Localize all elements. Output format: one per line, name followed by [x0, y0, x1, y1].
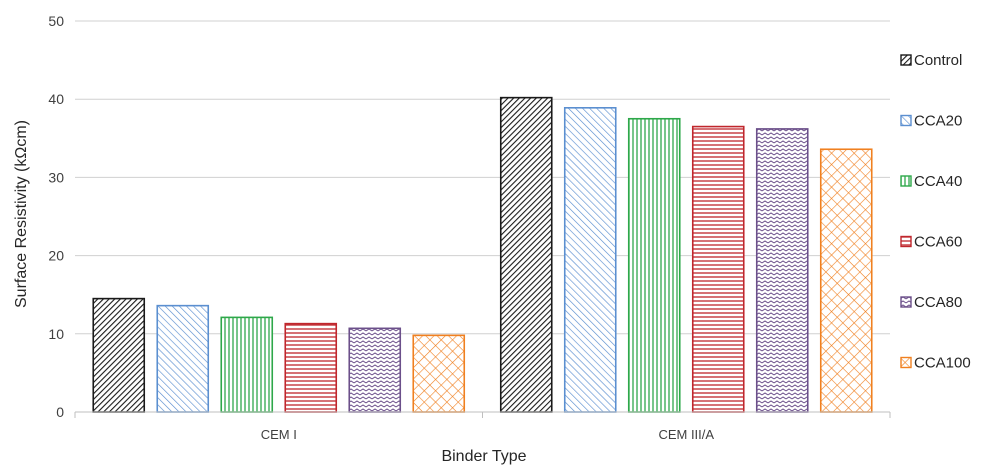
bars	[92, 96, 873, 413]
bar-cca40-1	[220, 316, 274, 413]
y-axis-ticks: 0 10 20 30 40 50	[48, 13, 64, 420]
bar-cca80-1	[348, 327, 402, 413]
legend-swatch-cca80	[900, 296, 912, 308]
x-axis-title: Binder Type	[441, 448, 526, 465]
legend-swatch-control	[900, 54, 912, 66]
legend: Control CCA20 CCA40 CCA60 CCA80 CCA100	[900, 52, 971, 372]
gridlines	[75, 20, 890, 335]
legend-swatch-cca40	[900, 175, 912, 187]
y-tick-label: 10	[48, 326, 64, 342]
legend-swatch-cca20	[900, 114, 912, 127]
y-tick-label: 20	[48, 248, 64, 264]
y-tick-label: 50	[48, 13, 64, 29]
y-tick-label: 40	[48, 91, 64, 107]
bar-cca60-2	[691, 125, 745, 413]
legend-swatch-cca60	[900, 235, 912, 248]
x-axis: CEM I CEM III/A	[74, 411, 891, 442]
y-tick-label: 0	[56, 404, 64, 420]
x-tick-label: CEM III/A	[658, 427, 714, 442]
y-tick-label: 30	[48, 169, 64, 185]
bar-cca40-2	[627, 117, 681, 413]
bar-cca20-2	[563, 107, 617, 413]
legend-label-cca20: CCA20	[914, 113, 962, 130]
legend-label-cca60: CCA60	[914, 234, 962, 251]
x-tick-label: CEM I	[261, 427, 297, 442]
bar-control-2	[499, 96, 553, 413]
bar-cca20-1	[156, 304, 210, 413]
y-axis-title: Surface Resistivity (kΩcm)	[13, 120, 30, 308]
legend-label-control: Control	[914, 52, 962, 69]
bar-cca80-2	[755, 128, 809, 413]
bar-cca100-2	[819, 148, 873, 413]
bar-control-1	[92, 297, 146, 413]
legend-swatch-cca100	[900, 356, 912, 369]
legend-label-cca80: CCA80	[914, 294, 962, 311]
bar-cca60-1	[284, 322, 338, 413]
bar-cca100-1	[412, 334, 466, 413]
legend-label-cca100: CCA100	[914, 355, 971, 372]
legend-label-cca40: CCA40	[914, 173, 962, 190]
